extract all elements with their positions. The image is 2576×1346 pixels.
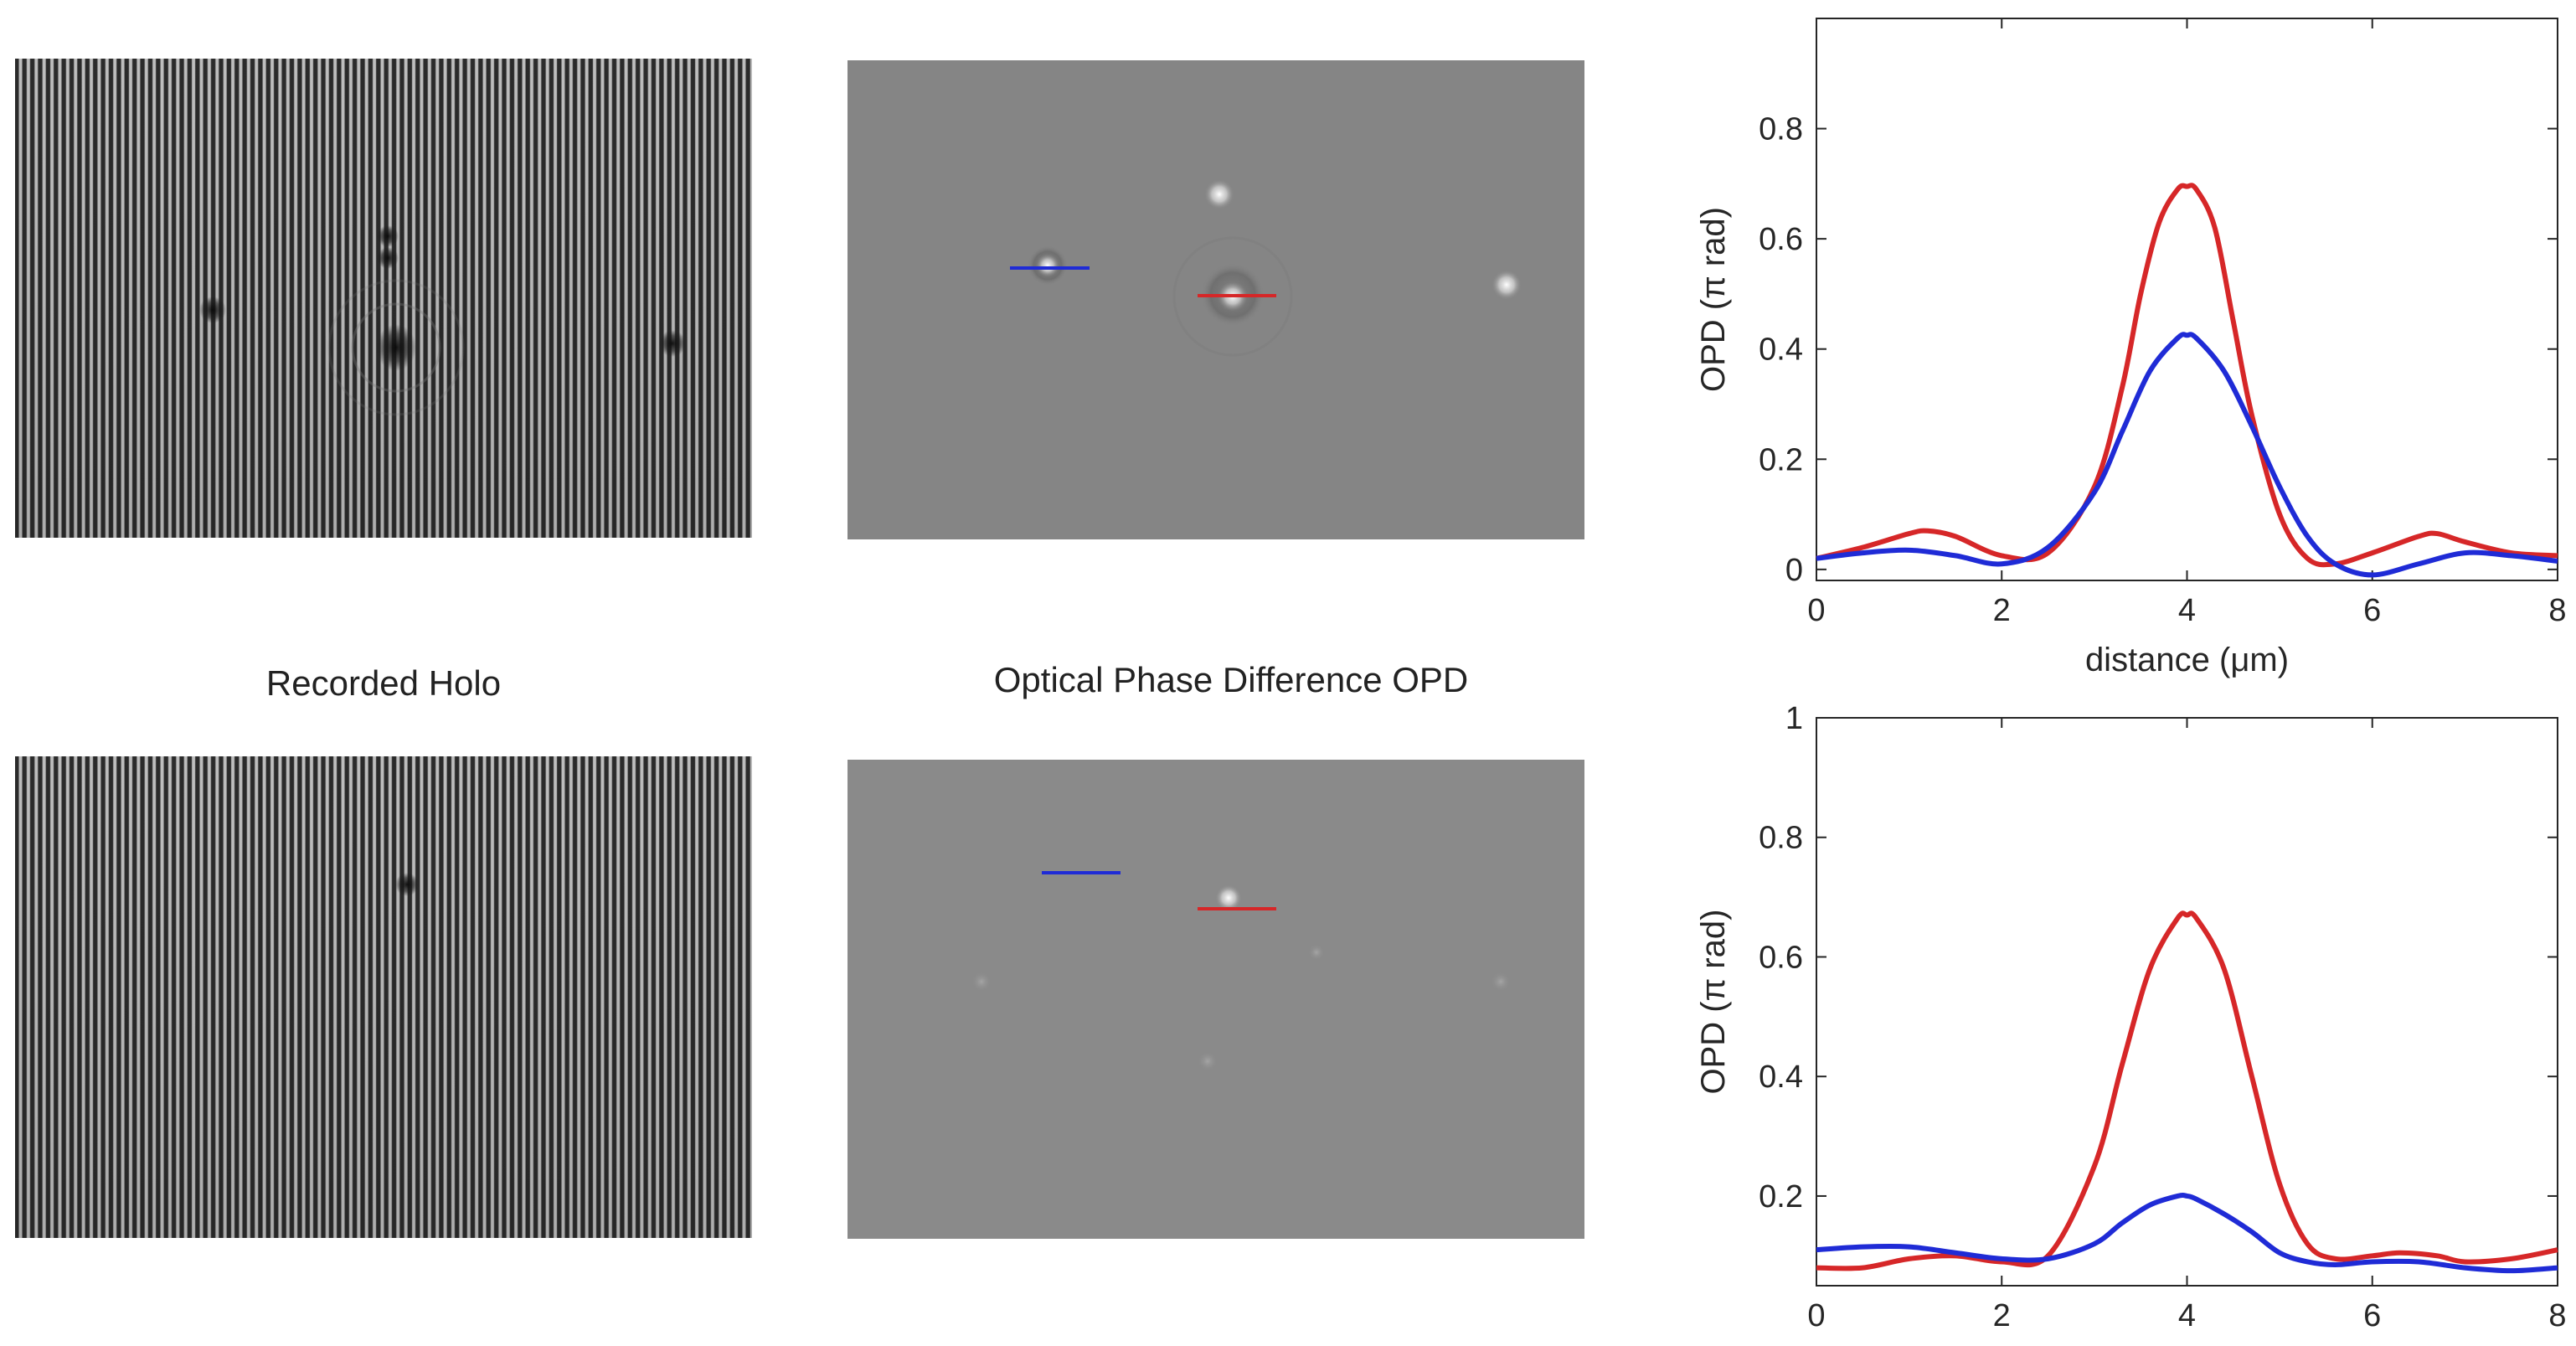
x-tick-label: 0 xyxy=(1807,1298,1825,1333)
fringe-pattern xyxy=(15,59,752,538)
bright-spot xyxy=(1204,179,1234,209)
y-tick-label: 0 xyxy=(1785,553,1803,588)
blue-profile-series xyxy=(1816,332,2558,578)
x-tick-label: 6 xyxy=(2363,593,2381,628)
hologram-shading xyxy=(15,59,752,538)
particle-spot xyxy=(199,297,226,323)
y-tick-label: 0.4 xyxy=(1759,333,1803,368)
faint-spot xyxy=(971,972,992,992)
opd-image-bottom xyxy=(848,760,1584,1239)
bright-spot xyxy=(1215,884,1242,911)
red-profile-series xyxy=(1816,183,2558,568)
plot-frame xyxy=(1816,717,2558,1287)
plot-frame xyxy=(1816,18,2558,581)
opd-spots xyxy=(1010,179,1522,357)
fringe-pattern xyxy=(15,756,752,1238)
particle-spot xyxy=(376,324,416,371)
y-tick-label: 0.6 xyxy=(1759,222,1803,257)
faint-spot xyxy=(1198,1051,1218,1071)
bright-spot xyxy=(1492,270,1522,300)
opd-spots xyxy=(971,871,1511,1071)
y-axis-label: OPD (π rad) xyxy=(1695,207,1732,392)
x-tick-label: 2 xyxy=(1993,1298,2011,1333)
y-axis-label: OPD (π rad) xyxy=(1695,910,1732,1095)
diffraction-ring xyxy=(351,302,441,393)
particle-spot xyxy=(377,225,399,247)
x-tick-label: 4 xyxy=(2178,593,2196,628)
y-tick-label: 0.2 xyxy=(1759,442,1803,477)
diffraction-ring xyxy=(1172,236,1293,357)
x-axis-label: distance (μm) xyxy=(2085,642,2289,678)
recorded-hologram-top xyxy=(15,59,752,538)
y-tick-label: 0.4 xyxy=(1759,1060,1803,1095)
faint-spot xyxy=(1491,972,1511,992)
y-tick-label: 0.8 xyxy=(1759,112,1803,147)
y-tick-label: 1 xyxy=(1785,701,1803,736)
x-tick-label: 8 xyxy=(2548,593,2566,628)
blue-profile-series xyxy=(1816,1193,2558,1274)
recorded-holo-caption: Recorded Holo xyxy=(265,663,502,703)
particle-spot xyxy=(659,330,686,357)
x-tick-label: 4 xyxy=(2178,1298,2196,1333)
y-tick-label: 0.2 xyxy=(1759,1179,1803,1214)
red-profile-series xyxy=(1816,910,2558,1271)
x-tick-label: 0 xyxy=(1807,593,1825,628)
x-tick-label: 8 xyxy=(2548,1298,2566,1333)
particle-spot xyxy=(395,873,419,896)
opd-image-top xyxy=(848,60,1584,539)
bright-spot xyxy=(1036,254,1059,277)
hologram-shading xyxy=(15,756,752,1238)
y-tick-label: 0.6 xyxy=(1759,940,1803,975)
x-tick-label: 2 xyxy=(1993,593,2011,628)
faint-spot xyxy=(1308,944,1325,961)
hologram-particles xyxy=(199,225,686,416)
opd-caption: Optical Phase Difference OPD xyxy=(993,660,1469,699)
diffraction-ring xyxy=(327,279,465,416)
particle-spot xyxy=(377,247,399,269)
hologram-particles xyxy=(395,873,419,896)
y-tick-label: 0.8 xyxy=(1759,821,1803,856)
x-tick-label: 6 xyxy=(2363,1298,2381,1333)
recorded-hologram-bottom xyxy=(15,756,752,1238)
